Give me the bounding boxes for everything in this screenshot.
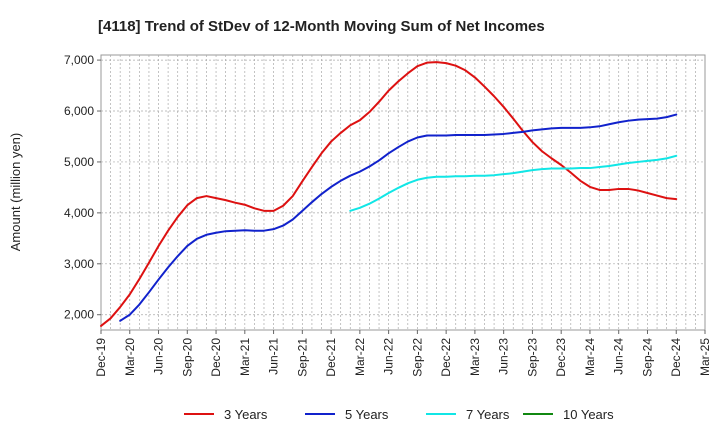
x-tick-label: Sep-21 — [295, 338, 309, 377]
legend-label-7-years: 7 Years — [466, 407, 510, 422]
x-tick-label: Mar-25 — [698, 338, 712, 376]
x-tick-label: Sep-22 — [410, 338, 424, 377]
x-tick-label: Sep-23 — [525, 338, 539, 377]
x-tick-label: Dec-23 — [554, 338, 568, 377]
series-lines — [100, 61, 678, 327]
x-tick-label: Dec-19 — [94, 338, 108, 377]
x-tick-label: Jun-21 — [267, 338, 281, 375]
x-tick-label: Sep-20 — [180, 338, 194, 377]
series-line-7-years — [349, 154, 678, 212]
y-tick-label: 7,000 — [64, 53, 94, 67]
x-axis-ticks: Dec-19 Mar-20 Jun-20 Sep-20 Dec-20 Mar-21 Jun-… — [94, 330, 712, 377]
x-tick-label: Mar-22 — [353, 338, 367, 376]
x-tick-label: Dec-20 — [209, 338, 223, 377]
y-axis-ticks: 2,000 3,000 4,000 5,000 6,000 7,000 — [64, 53, 101, 322]
x-tick-label: Mar-20 — [123, 338, 137, 376]
plot-area — [100, 54, 706, 331]
y-tick-label: 4,000 — [64, 206, 94, 220]
legend: 3 Years 5 Years 7 Years 10 Years — [184, 407, 614, 422]
x-tick-label: Jun-22 — [382, 338, 396, 375]
x-tick-label: Sep-24 — [640, 338, 654, 377]
grid-lines — [101, 55, 705, 330]
x-tick-label: Dec-22 — [439, 338, 453, 377]
x-tick-label: Dec-21 — [324, 338, 338, 377]
x-tick-label: Jun-24 — [612, 338, 626, 375]
series-line-5-years — [119, 113, 678, 322]
x-tick-label: Jun-23 — [497, 338, 511, 375]
x-tick-label: Mar-24 — [583, 338, 597, 376]
x-tick-label: Mar-21 — [238, 338, 252, 376]
y-axis-label: Amount (million yen) — [8, 133, 23, 252]
y-tick-label: 5,000 — [64, 155, 94, 169]
chart-title: [4118] Trend of StDev of 12-Month Moving… — [98, 18, 545, 35]
legend-label-10-years: 10 Years — [563, 407, 614, 422]
x-tick-label: Mar-23 — [468, 338, 482, 376]
x-tick-label: Dec-24 — [669, 338, 683, 377]
series-line-3-years — [100, 61, 678, 327]
y-tick-label: 6,000 — [64, 104, 94, 118]
x-tick-label: Jun-20 — [152, 338, 166, 375]
legend-label-5-years: 5 Years — [345, 407, 389, 422]
y-tick-label: 2,000 — [64, 308, 94, 322]
legend-label-3-years: 3 Years — [224, 407, 268, 422]
y-tick-label: 3,000 — [64, 257, 94, 271]
